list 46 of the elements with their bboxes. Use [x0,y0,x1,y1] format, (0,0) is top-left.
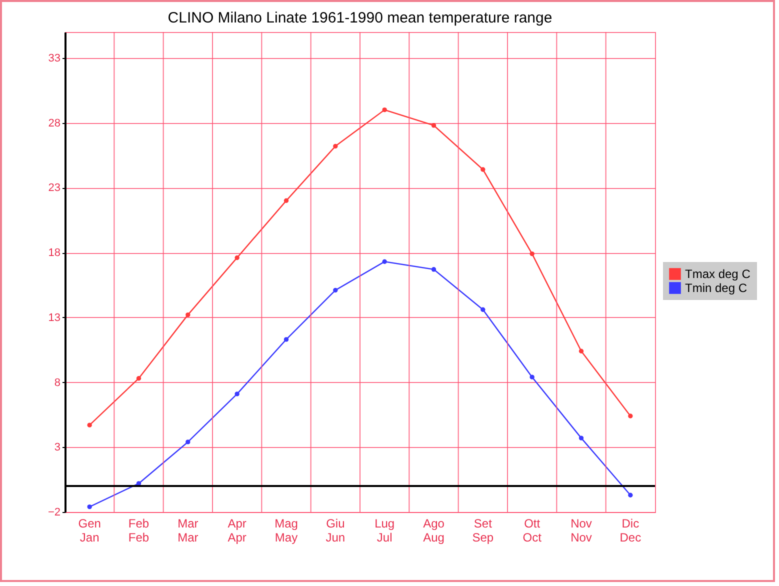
y-tick-label: 8 [54,376,60,389]
point [136,376,142,381]
y-tick-label: 13 [48,312,60,324]
point [628,492,633,498]
point [234,392,240,396]
point [530,374,534,380]
point [480,167,486,172]
x-tick-label: Nov Nov [570,516,592,544]
x-tick-label: Feb Feb [128,516,150,544]
y-tick-label: 3 [54,442,60,454]
point [578,348,584,354]
y-tick-label: 33 [48,52,60,64]
y-tick-label: 23 [48,182,60,194]
point [333,144,338,149]
point [530,251,534,256]
y-tick-label: 28 [48,117,60,130]
point [382,107,387,112]
x-tick-label: Dic Dec [620,516,642,544]
x-tick-label: Set Sep [472,516,494,544]
point [87,422,92,428]
x-tick-label: Giu Jun [326,516,346,544]
x-tick-label: Mar Mar [178,516,198,544]
point [628,414,633,418]
point [186,440,190,444]
point [234,255,240,260]
legend-label: Tmin deg C [685,281,748,295]
point [480,307,486,312]
point [431,267,436,272]
point [578,436,584,440]
point [284,198,289,203]
x-tick-label: Ago Aug [423,516,445,544]
x-tick-label: Gen Jan [78,516,101,544]
x-tick-label: Ott Oct [522,516,542,544]
point [186,312,190,318]
y-tick-label: −2 [48,506,60,518]
point [87,504,92,510]
y-tick-label: 18 [48,247,60,260]
point [333,288,338,293]
chart-title: CLINO Milano Linate 1961-1990 mean temperature range [168,10,552,26]
x-tick-label: Mag May [274,516,298,544]
x-tick-label: Apr Apr [228,516,246,544]
point [431,123,436,128]
point [284,337,289,342]
legend-label: Tmax deg C [685,267,751,281]
point [382,259,387,264]
x-tick-label: Lug Jul [374,516,395,544]
